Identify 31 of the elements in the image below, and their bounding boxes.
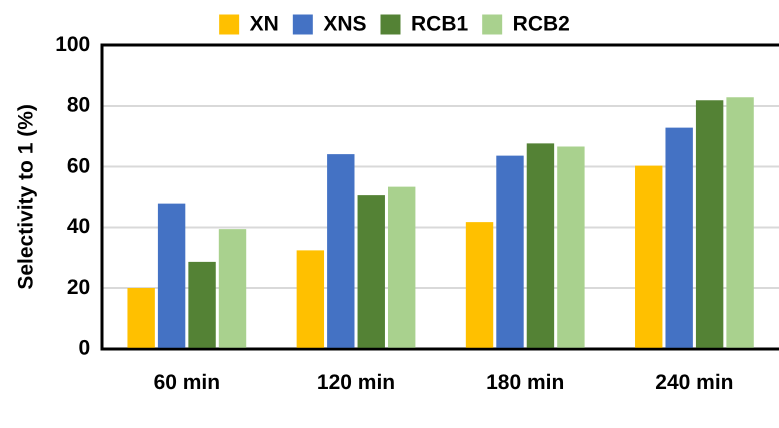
bar — [526, 143, 554, 348]
bar — [665, 128, 693, 348]
y-tick-label: 0 — [78, 336, 90, 360]
bar — [358, 195, 385, 348]
bar — [158, 204, 186, 348]
x-tick-label: 180 min — [486, 371, 564, 394]
y-tick-label: 20 — [66, 276, 90, 299]
bar — [127, 288, 155, 348]
legend-label: RCB2 — [512, 12, 570, 36]
bar — [726, 97, 754, 348]
bar — [296, 250, 324, 348]
x-tick-label: 240 min — [655, 371, 734, 394]
y-tick-label: 40 — [66, 215, 90, 238]
legend-label: RCB1 — [411, 12, 468, 36]
y-axis-title: Selectivity to 1 (%) — [14, 104, 38, 290]
y-tick-label: 100 — [55, 32, 90, 56]
legend-label: XN — [250, 12, 279, 36]
x-tick-label: 120 min — [316, 371, 396, 394]
bar — [557, 146, 585, 348]
legend-label: XNS — [323, 12, 367, 36]
y-tick-label: 60 — [66, 154, 90, 178]
y-tick-label: 80 — [66, 94, 90, 117]
bar — [327, 154, 354, 348]
bar — [388, 186, 416, 348]
bar — [466, 222, 494, 348]
bar — [218, 229, 246, 348]
x-tick-label: 60 min — [154, 371, 220, 394]
bar — [696, 100, 724, 348]
bar — [496, 156, 524, 348]
bar — [188, 262, 216, 348]
bar — [635, 166, 662, 348]
